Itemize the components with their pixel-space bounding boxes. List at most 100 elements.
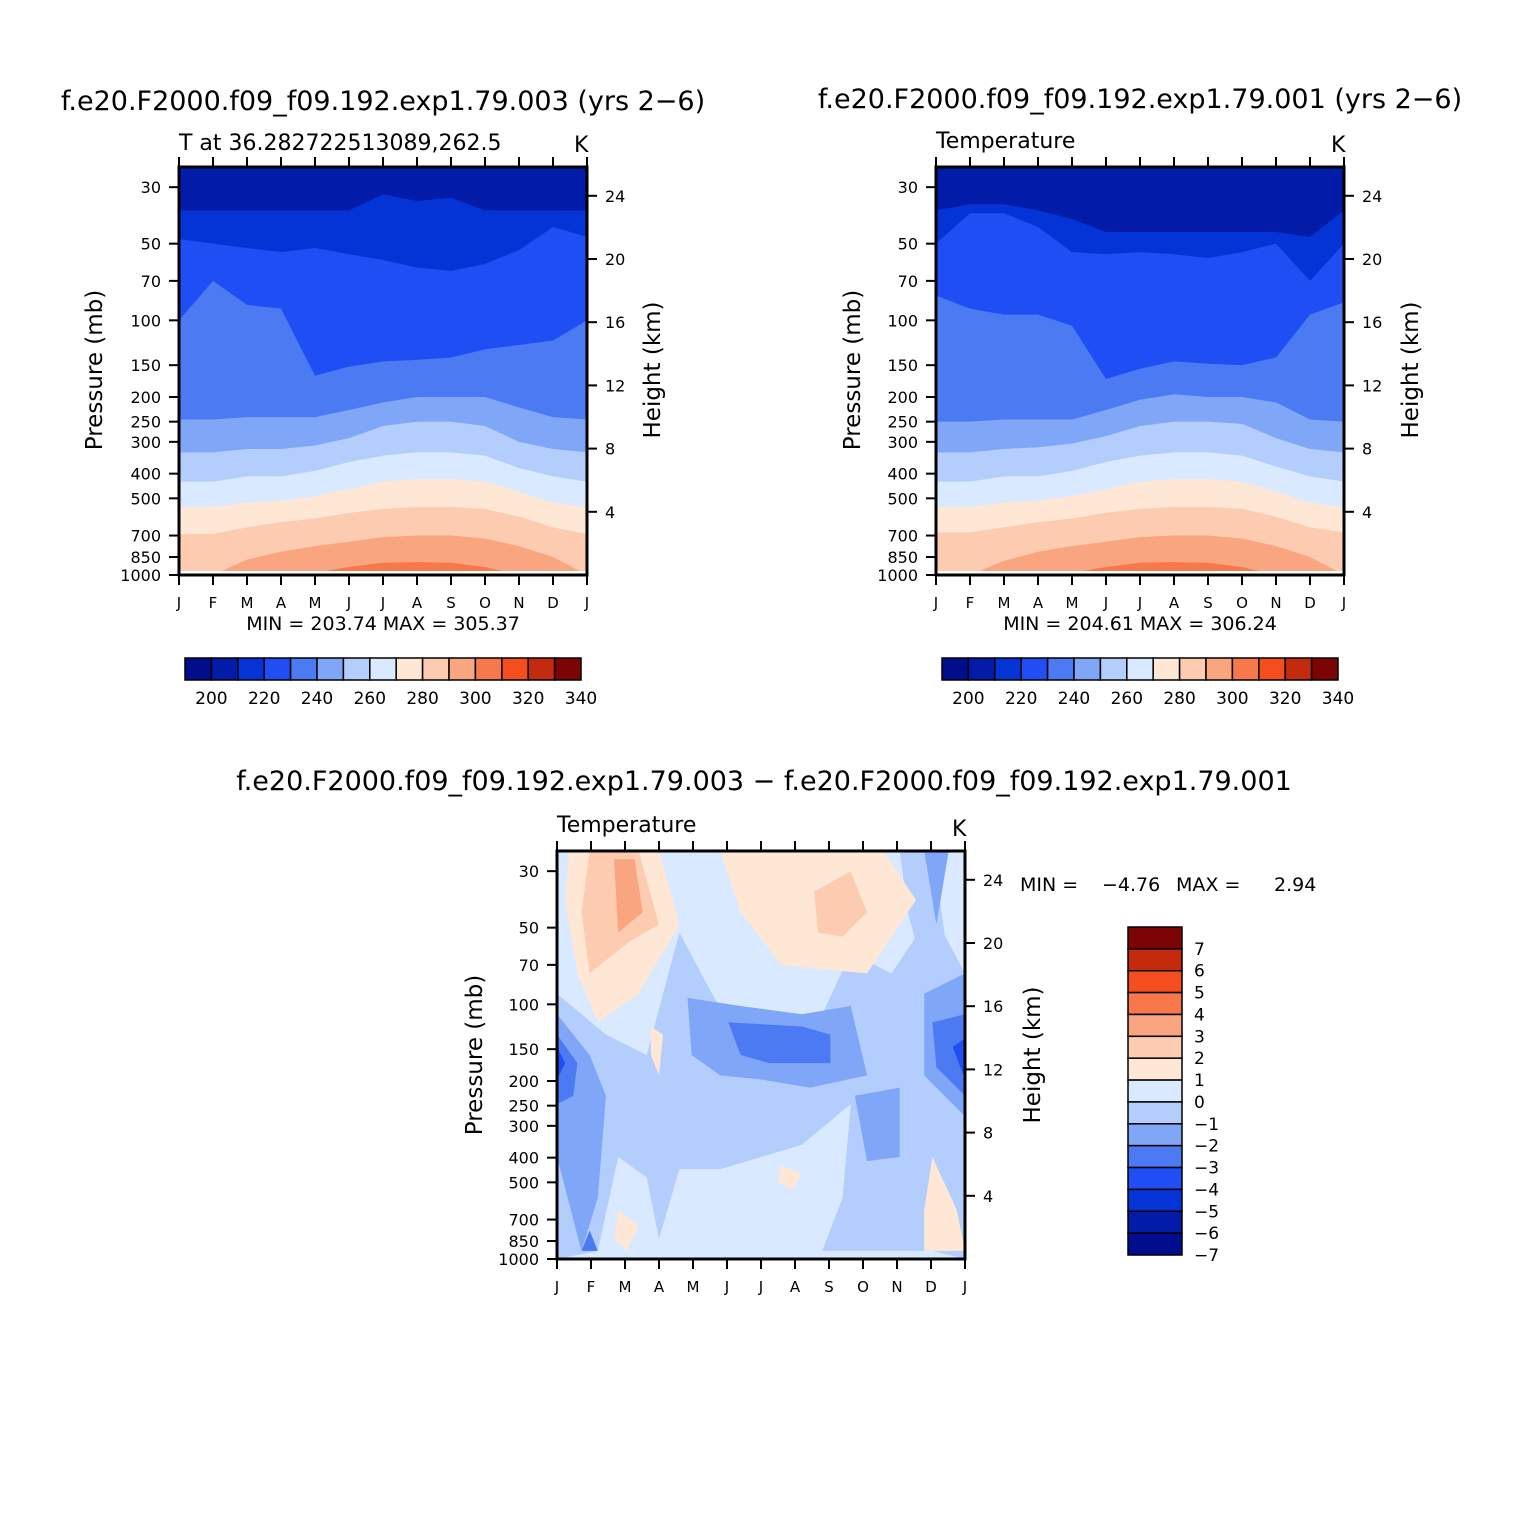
x-tick-label: M xyxy=(309,594,322,612)
colorbar-cell xyxy=(448,657,477,681)
subtitle-units-top-right: K xyxy=(1331,133,1346,158)
colorbar-cell xyxy=(1127,969,1183,994)
y-tick-label: 30 xyxy=(519,862,539,881)
colorbar-cell xyxy=(1284,657,1313,681)
colorbar-label: −3 xyxy=(1194,1159,1219,1179)
colorbar-cell xyxy=(210,657,239,681)
colorbar-cell xyxy=(1127,1057,1183,1081)
colorbar-cell xyxy=(474,657,503,681)
x-tick-label: D xyxy=(925,1278,937,1296)
colorbar-label: 200 xyxy=(195,689,227,709)
y-tick-right-label: 24 xyxy=(983,871,1003,890)
y-tick-label: 50 xyxy=(898,235,918,254)
panel-bottom: f.e20.F2000.f09_f09.192.exp1.79.003 − f.… xyxy=(236,766,1316,1296)
y-tick-right-label: 24 xyxy=(1362,187,1382,206)
y-tick-label: 30 xyxy=(898,178,918,197)
x-tick-label: F xyxy=(587,1278,596,1296)
colorbar-cell xyxy=(1127,1123,1183,1147)
x-tick-label: A xyxy=(790,1278,801,1296)
colorbar-label: −6 xyxy=(1194,1224,1219,1244)
y-tick-right-label: 12 xyxy=(605,376,625,395)
colorbar-label: 220 xyxy=(248,689,280,709)
colorbar-label: −2 xyxy=(1194,1137,1219,1157)
y-tick-label: 30 xyxy=(141,178,161,197)
y-tick-right-label: 12 xyxy=(1362,376,1382,395)
x-tick-label: J xyxy=(176,594,181,612)
y-tick-label: 200 xyxy=(887,388,918,407)
subtitle-left-top-right: Temperature xyxy=(935,129,1075,154)
y-tick-right-label: 16 xyxy=(1362,313,1382,332)
ylabel-right-top-left: Height (km) xyxy=(640,301,666,438)
colorbar-cell xyxy=(1127,1013,1183,1038)
colorbar-label: 320 xyxy=(1269,689,1301,709)
contour-region xyxy=(952,1038,965,1080)
title-top-left: f.e20.F2000.f09_f09.192.exp1.79.003 (yrs… xyxy=(61,86,705,117)
y-tick-right-label: 16 xyxy=(983,997,1003,1016)
x-tick-label: F xyxy=(209,594,218,612)
y-tick-label: 200 xyxy=(130,388,161,407)
colorbar-cell xyxy=(941,657,970,681)
colorbar-label: 260 xyxy=(1111,689,1143,709)
y-tick-right-label: 4 xyxy=(983,1187,993,1206)
colorbar-cell xyxy=(184,657,213,681)
x-tick-label: S xyxy=(824,1278,834,1296)
colorbar-label: 3 xyxy=(1194,1027,1205,1047)
y-tick-right-label: 8 xyxy=(983,1124,993,1143)
x-tick-label: N xyxy=(891,1278,902,1296)
colorbar-cell xyxy=(263,657,292,681)
y-tick-label: 300 xyxy=(130,433,161,452)
y-tick-right-label: 16 xyxy=(605,313,625,332)
colorbar-cell xyxy=(1127,1188,1183,1213)
x-tick-label: S xyxy=(446,594,456,612)
y-tick-label: 200 xyxy=(508,1072,539,1091)
colorbar-top-left: 200 220 240 260 280 300 320 340 xyxy=(184,657,597,709)
y-tick-label: 500 xyxy=(887,489,918,508)
x-tick-label: J xyxy=(758,1278,763,1296)
x-tick-label: J xyxy=(1341,594,1346,612)
subtitle-units-top-left: K xyxy=(574,133,589,158)
colorbar-cell xyxy=(994,657,1022,681)
y-tick-right-label: 12 xyxy=(983,1060,1003,1079)
x-tick-label: D xyxy=(1304,594,1316,612)
colorbar-label: 340 xyxy=(1322,689,1354,709)
colorbar-cell xyxy=(237,657,265,681)
y-tick-label: 500 xyxy=(130,489,161,508)
colorbar-cell xyxy=(1099,657,1128,681)
y-tick-label: 850 xyxy=(508,1232,539,1251)
x-tick-label: J xyxy=(1137,594,1142,612)
subtitle-units-bottom: K xyxy=(952,817,967,842)
x-tick-label: S xyxy=(1203,594,1213,612)
y-tick-label: 100 xyxy=(508,995,539,1014)
contour-band xyxy=(936,535,1344,575)
contour-region xyxy=(614,859,643,933)
minmax-max-label-bottom: MAX = xyxy=(1176,874,1240,896)
minmax-top-right: MIN = 204.61 MAX = 306.24 xyxy=(1003,613,1277,635)
x-tick-label: M xyxy=(998,594,1011,612)
colorbar-cell xyxy=(1126,657,1154,681)
y-tick-label: 150 xyxy=(130,356,161,375)
y-tick-label: 700 xyxy=(508,1211,539,1230)
y-tick-label: 400 xyxy=(887,465,918,484)
colorbar-cell xyxy=(527,657,556,681)
x-tick-label: D xyxy=(547,594,559,612)
x-tick-label: A xyxy=(1169,594,1180,612)
colorbar-label: 320 xyxy=(512,689,544,709)
panel-top-left: f.e20.F2000.f09_f09.192.exp1.79.003 (yrs… xyxy=(61,86,705,709)
contour-region xyxy=(924,851,949,925)
x-tick-label: J xyxy=(1103,594,1108,612)
colorbar-cell xyxy=(501,657,529,681)
y-tick-label: 700 xyxy=(887,527,918,546)
colorbar-label: 2 xyxy=(1194,1049,1205,1069)
contour-region xyxy=(557,1046,566,1080)
y-tick-label: 250 xyxy=(130,413,161,432)
minmax-max-value-bottom: 2.94 xyxy=(1274,874,1316,896)
colorbar-cell xyxy=(395,657,424,681)
y-tick-label: 250 xyxy=(508,1097,539,1116)
ylabel-top-left: Pressure (mb) xyxy=(82,290,108,450)
colorbar-label: 0 xyxy=(1194,1093,1205,1113)
y-tick-label: 300 xyxy=(887,433,918,452)
colorbar-cell xyxy=(1127,1035,1183,1059)
